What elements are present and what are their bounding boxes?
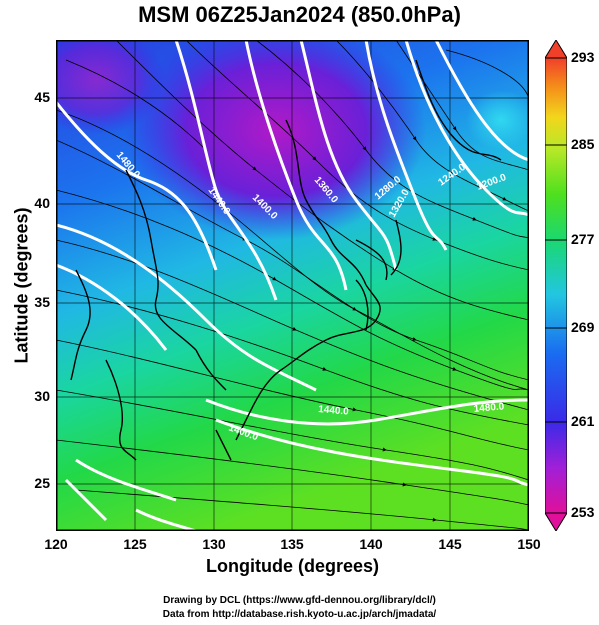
colorbar-bottom-arrow xyxy=(545,512,567,531)
colorbar-top-arrow xyxy=(545,40,567,59)
warm-spot-east xyxy=(466,90,529,150)
credit-data: Data from http://database.rish.kyoto-u.a… xyxy=(162,609,437,620)
x-tick-label: 145 xyxy=(438,536,462,552)
colorbar-tick-label: 269 xyxy=(571,319,595,335)
coastlines xyxy=(70,59,502,461)
y-tick-label: 40 xyxy=(34,195,50,211)
colorbar-body xyxy=(545,57,567,514)
y-tick-label: 25 xyxy=(34,475,50,491)
x-tick-label: 120 xyxy=(44,536,68,552)
temperature-map: 1480.0 1440.0 1400.0 1360.0 1320.0 1280.… xyxy=(56,40,529,531)
x-tick-label: 140 xyxy=(359,536,383,552)
x-tick-label: 125 xyxy=(123,536,147,552)
map-title: MSM 06Z25Jan2024 (850.0hPa) xyxy=(138,2,461,27)
y-tick-label: 45 xyxy=(34,89,50,105)
credit-drawing: Drawing by DCL (https://www.gfd-dennou.o… xyxy=(163,595,436,606)
plot-frame xyxy=(56,40,529,531)
cold-core-2 xyxy=(56,40,166,135)
y-tick-label: 35 xyxy=(34,294,50,310)
y-tick-label: 30 xyxy=(34,388,50,404)
colorbar-tick-label: 253 xyxy=(571,504,595,520)
contour-label: 1480.0 xyxy=(473,401,505,415)
colorbar-tick-label: 285 xyxy=(571,136,595,152)
x-tick-label: 130 xyxy=(202,536,226,552)
colorbar-tick-label: 293 xyxy=(571,49,595,65)
x-tick-label: 135 xyxy=(280,536,304,552)
colorbar-tick-label: 261 xyxy=(571,413,595,429)
contour-label: 1440.0 xyxy=(318,404,350,418)
colorbar xyxy=(545,40,567,531)
x-tick-label: 150 xyxy=(517,536,541,552)
x-axis-label: Longitude (degrees) xyxy=(205,556,379,576)
colorbar-tick-label: 277 xyxy=(571,231,595,247)
contours xyxy=(56,40,529,531)
